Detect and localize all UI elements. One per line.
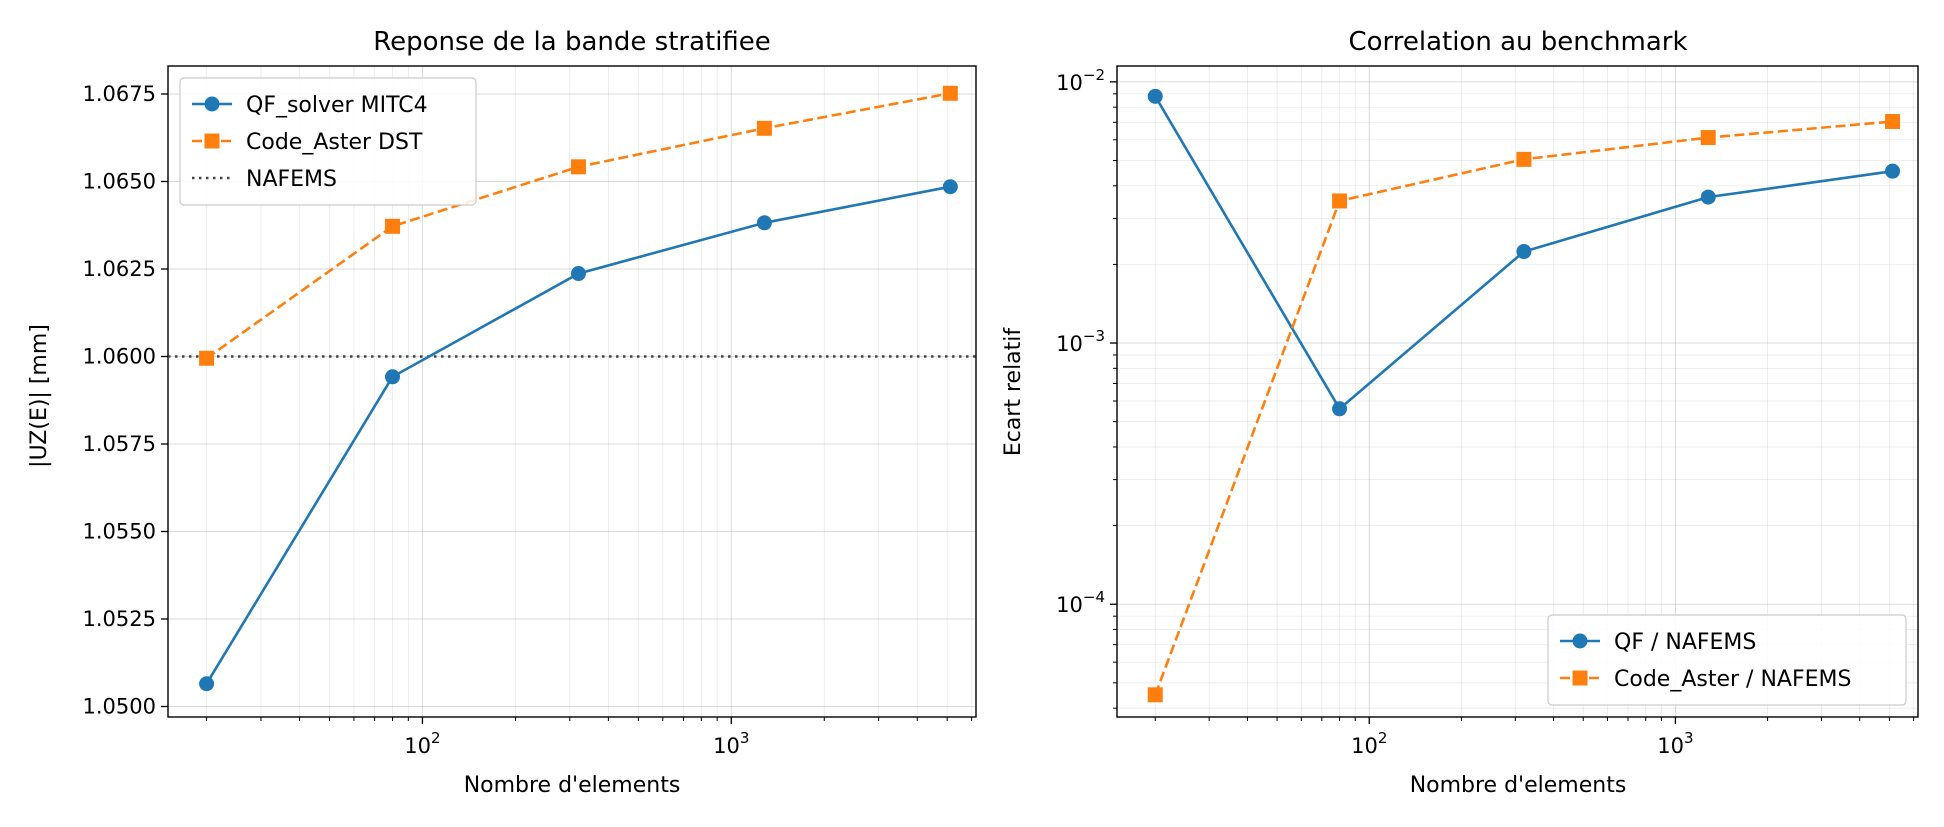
data-point [1332, 401, 1348, 417]
legend: QF / NAFEMS Code_Aster / NAFEMS [1547, 614, 1907, 706]
data-point [385, 369, 401, 385]
data-point [942, 85, 958, 101]
data-point [1885, 163, 1901, 179]
data-point [1147, 687, 1163, 703]
axes: 1.0500 1.0525 1.0550 1.0575 1.0600 1.0625 1.06… [83, 65, 977, 758]
series-primary [199, 179, 958, 692]
x-tick-label: 102 [404, 729, 440, 758]
legend-label: NAFEMS [246, 167, 337, 192]
y-tick-label: 10−2 [1056, 66, 1105, 95]
chart-displacement-response: Reponse de la bande stratifiee Nombre d'… [27, 27, 977, 798]
y-tick-label: 1.0550 [83, 520, 156, 544]
data-point [1885, 114, 1901, 130]
data-point [570, 159, 586, 175]
legend-box [179, 77, 477, 206]
legend-marker [1572, 670, 1588, 686]
legend-label: Code_Aster / NAFEMS [1614, 667, 1851, 692]
data-point [1700, 130, 1716, 146]
chart-title: Reponse de la bande stratifiee [373, 27, 771, 57]
grid [168, 66, 976, 717]
axes-frame [1116, 65, 1919, 718]
legend-box [1547, 614, 1907, 706]
chart-title: Correlation au benchmark [1348, 27, 1687, 57]
series-secondary [199, 85, 958, 366]
legend-label: Code_Aster DST [246, 130, 423, 155]
data-point [1516, 151, 1532, 167]
data-point [756, 120, 772, 136]
y-tick-label: 1.0600 [83, 345, 156, 369]
y-tick-label: 1.0675 [83, 82, 156, 106]
series-primary [1147, 88, 1901, 417]
data-point [570, 266, 586, 282]
y-tick-label: 1.0625 [83, 257, 156, 281]
x-tick-label: 102 [1351, 729, 1387, 758]
legend-entry: QF / NAFEMS [1560, 630, 1756, 655]
y-tick-label: 1.0575 [83, 432, 156, 456]
legend-marker [204, 96, 220, 112]
data-point [385, 218, 401, 234]
x-axis-label: Nombre d'elements [464, 773, 681, 798]
y-axis-label: Ecart relatif [1001, 327, 1026, 457]
data-point [199, 350, 215, 366]
x-tick-label: 103 [713, 729, 749, 758]
data-point [1516, 244, 1532, 260]
legend-label: QF / NAFEMS [1614, 630, 1756, 655]
legend-entry: NAFEMS [192, 167, 337, 192]
y-tick-label: 1.0525 [83, 607, 156, 631]
y-axis-label: |UZ(E)| [mm] [27, 324, 52, 468]
chart-relative-error: Correlation au benchmark Nombre d'elemen… [1001, 27, 1919, 798]
data-point [756, 215, 772, 231]
y-tick-label: 1.0650 [83, 170, 156, 194]
data-point [1332, 193, 1348, 209]
legend-entry: Code_Aster DST [192, 130, 423, 155]
series-secondary [1147, 114, 1901, 703]
legend-label: QF_solver MITC4 [246, 93, 428, 118]
data-point [1700, 189, 1716, 205]
data-point [199, 676, 215, 692]
legend-entry: QF_solver MITC4 [192, 93, 428, 118]
x-axis-label: Nombre d'elements [1410, 773, 1627, 798]
y-tick-label: 10−4 [1056, 588, 1105, 617]
legend-entry: Code_Aster / NAFEMS [1560, 667, 1851, 692]
y-tick-label: 1.0500 [83, 695, 156, 719]
legend-marker [1572, 633, 1588, 649]
data-point [942, 179, 958, 195]
x-tick-label: 103 [1657, 729, 1693, 758]
legend-marker [204, 133, 220, 149]
legend: QF_solver MITC4 Code_Aster DST NAFEMS [179, 77, 477, 206]
axes-frame [167, 65, 977, 718]
y-tick-label: 10−3 [1056, 327, 1105, 356]
axes: 10−4 10−3 10−2 102 103 [1056, 65, 1919, 758]
data-point [1147, 88, 1163, 104]
